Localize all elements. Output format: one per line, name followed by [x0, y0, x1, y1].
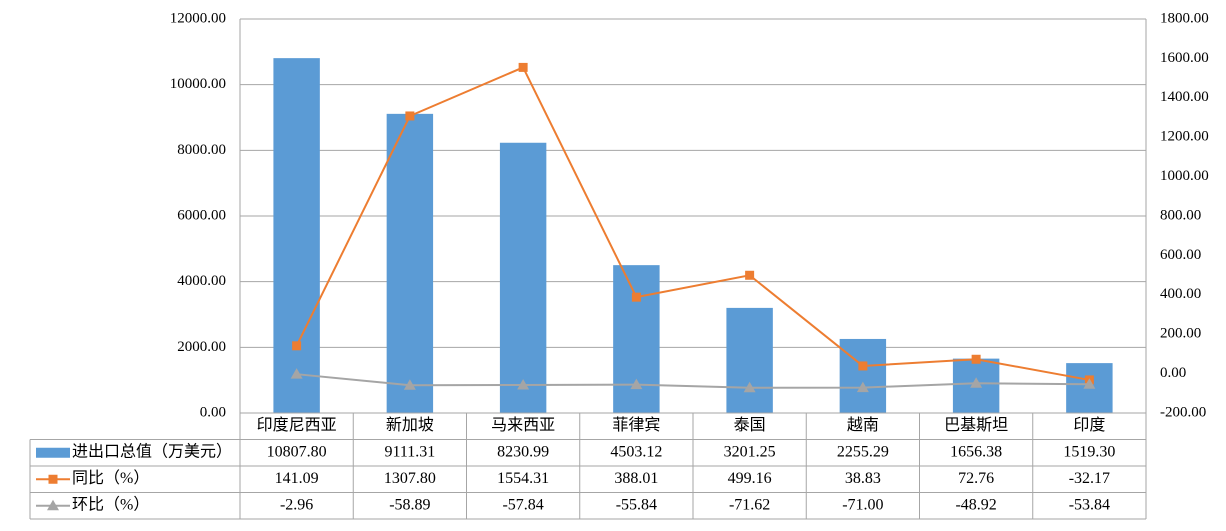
- table-cell-value: 10807.80: [267, 443, 327, 460]
- triangle-marker: [1083, 378, 1096, 389]
- y-left-tick-label: 8000.00: [177, 142, 226, 158]
- square-marker: [631, 292, 641, 302]
- square-marker: [405, 111, 415, 121]
- square-marker: [292, 341, 302, 351]
- table-cell-value: -53.84: [1069, 496, 1110, 513]
- category-label: 巴基斯坦: [944, 416, 1008, 434]
- table-cell-value: -57.84: [502, 496, 543, 513]
- table-cell-value: 72.76: [958, 470, 994, 487]
- y-left-tick-label: 4000.00: [177, 273, 226, 289]
- triangle-marker: [970, 377, 983, 388]
- legend-key-triangle-marker: [47, 499, 59, 511]
- bar: [613, 265, 660, 413]
- bar: [499, 142, 547, 414]
- table-cell-value: 4503.12: [610, 443, 662, 460]
- category-label: 泰国: [734, 416, 766, 434]
- category-label: 印度尼西亚: [257, 416, 337, 434]
- legend-key-square-marker: [48, 474, 58, 484]
- table-cell-value: -71.00: [842, 496, 883, 513]
- table-cell-value: 2255.29: [837, 443, 889, 460]
- category-label: 马来西亚: [491, 416, 555, 434]
- category-label: 新加坡: [386, 416, 434, 434]
- table-cell-value: -48.92: [955, 496, 996, 513]
- line-series: [290, 62, 1096, 393]
- square-marker: [971, 354, 981, 364]
- triangle-marker: [403, 379, 416, 390]
- table-cell-value: -71.62: [729, 496, 770, 513]
- y-left-tick-label: 6000.00: [177, 207, 226, 223]
- table-cell-value: 141.09: [275, 470, 319, 487]
- y-right-tick-label: 0.00: [1160, 365, 1186, 381]
- triangle-marker: [517, 378, 530, 390]
- y-right-tick-label: 600.00: [1160, 247, 1201, 263]
- table-cell-value: 8230.99: [497, 443, 549, 460]
- table-cell-value: 499.16: [728, 470, 772, 487]
- triangle-marker: [290, 368, 303, 379]
- table-cell-value: 1307.80: [384, 470, 436, 487]
- square-marker: [518, 62, 528, 72]
- bar-series: [273, 58, 1113, 414]
- triangle-marker: [856, 381, 869, 393]
- y-right-tick-label: 1200.00: [1160, 129, 1209, 145]
- legend-key-bar: [36, 447, 70, 458]
- y-right-tick-label: -200.00: [1160, 404, 1206, 420]
- table-cell-value: -55.84: [616, 496, 657, 513]
- table-cell-value: 9111.31: [384, 443, 435, 460]
- y-right-tick-label: 1000.00: [1160, 168, 1209, 184]
- category-label: 菲律宾: [612, 416, 660, 434]
- category-label: 印度: [1073, 416, 1105, 434]
- y-left-tick-label: 2000.00: [177, 339, 226, 355]
- bar: [726, 307, 773, 413]
- y-right-tick-label: 200.00: [1160, 326, 1201, 342]
- bar: [839, 338, 887, 413]
- table-cell-value: 3201.25: [724, 443, 776, 460]
- series-name: 同比（%）: [72, 469, 149, 487]
- table-cell-value: 38.83: [845, 470, 881, 487]
- y-right-tick-label: 1800.00: [1160, 10, 1209, 26]
- table-cell-value: -32.17: [1069, 470, 1110, 487]
- series-name: 环比（%）: [72, 495, 149, 513]
- square-marker: [745, 270, 755, 280]
- y-right-tick-label: 1400.00: [1160, 89, 1209, 105]
- table-cell-value: 388.01: [614, 470, 658, 487]
- series-line-1: [295, 66, 1090, 381]
- bar: [273, 58, 320, 414]
- table-cell-value: -2.96: [280, 496, 313, 513]
- table-cell-value: -58.89: [389, 496, 430, 513]
- triangle-marker: [630, 378, 643, 390]
- y-right-tick-label: 800.00: [1160, 207, 1201, 223]
- triangle-marker: [743, 381, 756, 393]
- series-name: 进出口总值（万美元）: [72, 442, 232, 460]
- table-cell-value: 1656.38: [950, 443, 1002, 460]
- table-cell-value: 1554.31: [497, 470, 549, 487]
- axes: 0.00 2000.00 4000.00 6000.00 8000.00 10000.00…: [170, 10, 1209, 420]
- y-right-tick-label: 400.00: [1160, 286, 1201, 302]
- y-left-tick-label: 12000.00: [170, 10, 226, 26]
- square-marker: [858, 361, 868, 371]
- series-line-2: [296, 373, 1090, 389]
- table-cell-value: 1519.30: [1063, 443, 1115, 460]
- y-left-tick-label: 0.00: [200, 404, 226, 420]
- y-left-tick-label: 10000.00: [170, 76, 226, 92]
- bar: [386, 113, 434, 413]
- category-label: 越南: [847, 416, 879, 434]
- y-right-tick-label: 1600.00: [1160, 50, 1209, 66]
